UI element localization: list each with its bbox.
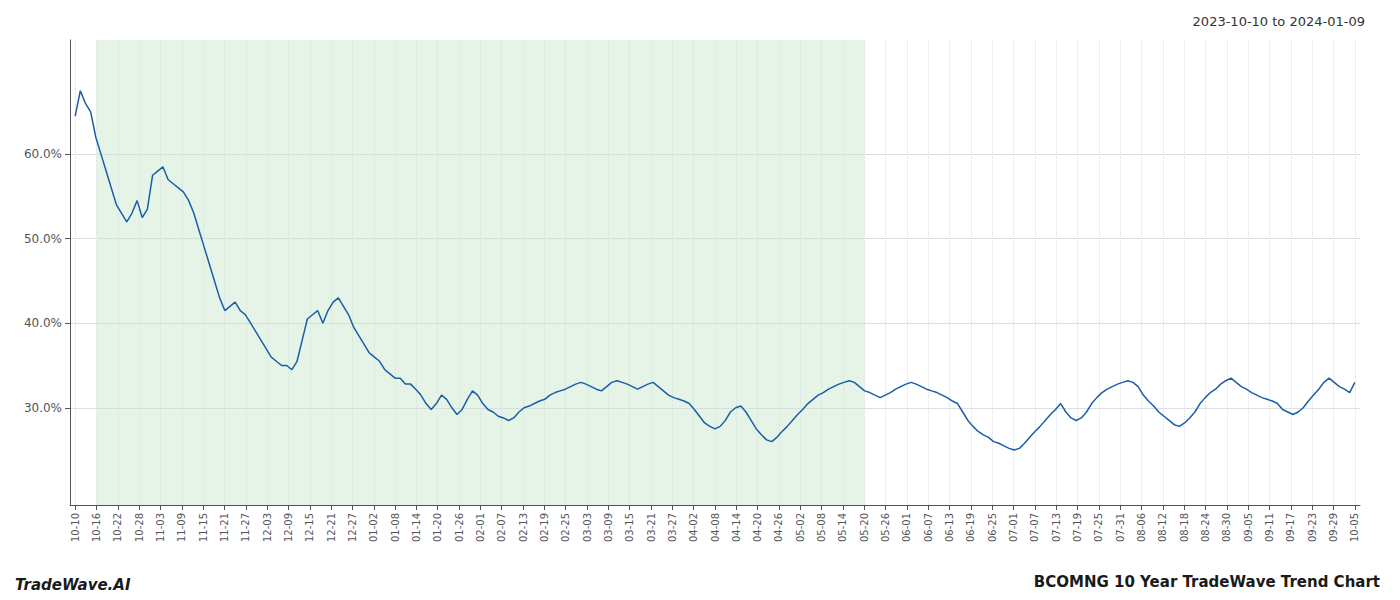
svg-text:11-03: 11-03: [155, 513, 166, 542]
svg-text:50.0%: 50.0%: [24, 232, 62, 246]
svg-text:12-03: 12-03: [262, 513, 273, 542]
svg-text:02-01: 02-01: [475, 513, 486, 542]
svg-text:05-20: 05-20: [859, 513, 870, 542]
svg-text:04-20: 04-20: [752, 513, 763, 542]
svg-text:01-14: 01-14: [411, 513, 422, 542]
svg-text:10-10: 10-10: [70, 513, 81, 542]
svg-text:05-08: 05-08: [816, 513, 827, 542]
svg-text:09-29: 09-29: [1328, 513, 1339, 542]
svg-text:09-23: 09-23: [1307, 513, 1318, 542]
svg-text:12-21: 12-21: [326, 513, 337, 542]
svg-text:07-19: 07-19: [1072, 513, 1083, 542]
svg-text:05-26: 05-26: [880, 513, 891, 542]
svg-text:30.0%: 30.0%: [24, 401, 62, 415]
svg-text:07-07: 07-07: [1029, 513, 1040, 542]
svg-text:10-28: 10-28: [134, 513, 145, 542]
svg-text:09-17: 09-17: [1285, 513, 1296, 542]
svg-text:11-21: 11-21: [219, 513, 230, 542]
svg-text:03-03: 03-03: [582, 513, 593, 542]
svg-text:11-15: 11-15: [198, 513, 209, 542]
svg-text:01-26: 01-26: [454, 513, 465, 542]
svg-text:60.0%: 60.0%: [24, 147, 62, 161]
svg-text:10-22: 10-22: [112, 513, 123, 542]
svg-text:12-27: 12-27: [347, 513, 358, 542]
svg-text:02-25: 02-25: [560, 513, 571, 542]
svg-text:08-30: 08-30: [1221, 513, 1232, 542]
svg-text:04-14: 04-14: [731, 513, 742, 542]
svg-text:11-09: 11-09: [176, 513, 187, 542]
svg-text:06-01: 06-01: [901, 513, 912, 542]
svg-text:04-08: 04-08: [710, 513, 721, 542]
svg-text:08-12: 08-12: [1157, 513, 1168, 542]
svg-text:07-31: 07-31: [1115, 513, 1126, 542]
svg-text:BCOMNG 10 Year TradeWave Trend: BCOMNG 10 Year TradeWave Trend Chart: [1034, 573, 1380, 591]
svg-text:06-07: 06-07: [923, 513, 934, 542]
svg-text:03-09: 03-09: [603, 513, 614, 542]
svg-text:10-16: 10-16: [91, 513, 102, 542]
svg-text:09-05: 09-05: [1243, 513, 1254, 542]
svg-text:04-02: 04-02: [688, 513, 699, 542]
svg-text:01-08: 01-08: [390, 513, 401, 542]
svg-text:01-20: 01-20: [432, 513, 443, 542]
svg-text:06-25: 06-25: [987, 513, 998, 542]
svg-text:07-01: 07-01: [1008, 513, 1019, 542]
svg-text:03-15: 03-15: [624, 513, 635, 542]
svg-text:07-25: 07-25: [1093, 513, 1104, 542]
svg-text:02-13: 02-13: [518, 513, 529, 542]
svg-text:TradeWave.AI: TradeWave.AI: [15, 576, 131, 594]
svg-text:08-18: 08-18: [1179, 513, 1190, 542]
svg-text:01-02: 01-02: [368, 513, 379, 542]
svg-text:12-15: 12-15: [304, 513, 315, 542]
svg-text:05-14: 05-14: [837, 513, 848, 542]
svg-text:2023-10-10 to 2024-01-09: 2023-10-10 to 2024-01-09: [1193, 14, 1365, 29]
svg-text:03-21: 03-21: [646, 513, 657, 542]
svg-text:08-06: 08-06: [1136, 513, 1147, 542]
svg-text:06-13: 06-13: [944, 513, 955, 542]
svg-text:07-13: 07-13: [1051, 513, 1062, 542]
svg-text:09-11: 09-11: [1264, 513, 1275, 542]
svg-text:12-09: 12-09: [283, 513, 294, 542]
svg-text:06-19: 06-19: [965, 513, 976, 542]
svg-text:02-07: 02-07: [496, 513, 507, 542]
svg-text:40.0%: 40.0%: [24, 316, 62, 330]
svg-text:04-26: 04-26: [773, 513, 784, 542]
svg-text:10-05: 10-05: [1349, 513, 1360, 542]
svg-text:08-24: 08-24: [1200, 513, 1211, 542]
svg-text:02-19: 02-19: [539, 513, 550, 542]
svg-text:05-02: 05-02: [795, 513, 806, 542]
svg-text:11-27: 11-27: [240, 513, 251, 542]
svg-text:03-27: 03-27: [667, 513, 678, 542]
